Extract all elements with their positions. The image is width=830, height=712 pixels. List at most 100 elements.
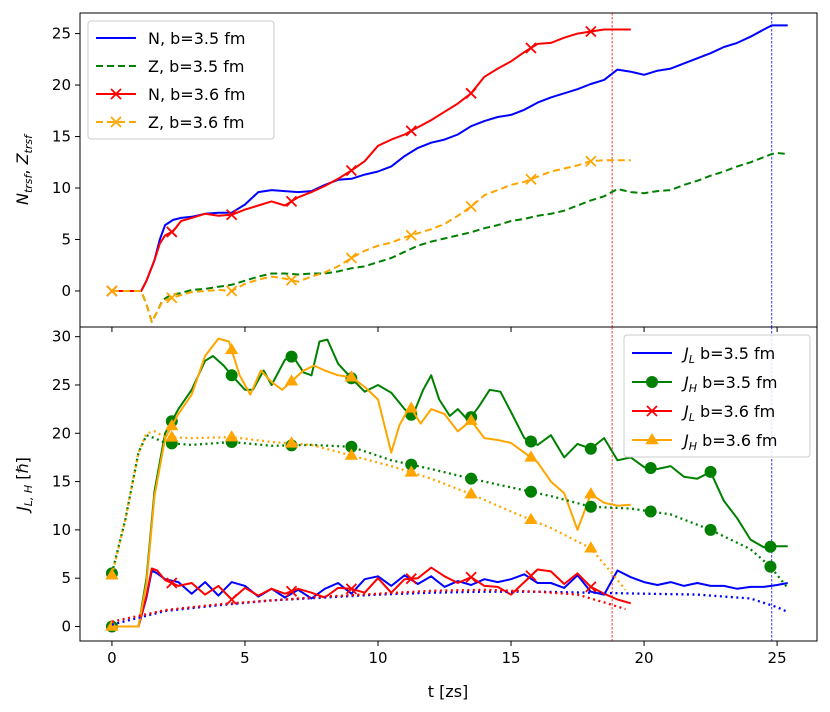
bottom-series-5-line: [111, 588, 626, 623]
bottom-series-2-line: [111, 566, 632, 628]
bottom-series-2-marker-5-stroke-b: [465, 571, 477, 583]
top-legend-label-2: N, b=3.6 fm: [148, 85, 245, 104]
bottom-series-1-marker-2: [225, 369, 238, 382]
top-series-1-line: [111, 152, 788, 323]
xtick-label-5: 5: [240, 649, 250, 667]
top-ytick-label-20: 20: [52, 76, 71, 94]
top-series-3-marker-5-stroke-b: [405, 229, 417, 242]
bottom-series-1-marker-8: [584, 442, 597, 455]
bottom-legend-3-sub: H: [689, 440, 697, 453]
bottom-legend-swatch-marker-1: [646, 376, 658, 388]
bottom-legend-swatch-marker-3: [645, 433, 659, 445]
bottom-series-3-marker-7: [524, 450, 538, 462]
top-series-3-marker-1: [166, 292, 178, 304]
top-series-2-marker-7-stroke-b: [525, 42, 537, 54]
top-series-3-marker-7-stroke-b: [525, 173, 537, 185]
top-ylabel-second-sub: trsf: [22, 133, 35, 154]
bottom-legend-label-3: JH b=3.6 fm: [681, 431, 777, 453]
bottom-legend-0-sub: L: [689, 353, 695, 366]
top-series-2-marker-5-stroke-b: [405, 125, 417, 137]
top-ytick-label-0: 0: [61, 282, 71, 300]
bottom-ytick-label-0: 0: [61, 618, 71, 636]
bottom-plot-frame: [79, 326, 818, 642]
top-series-2-marker-6-stroke-b: [465, 87, 477, 99]
bottom-legend-3-rest: b=3.6 fm: [697, 431, 777, 450]
bottom-legend-swatches: [632, 352, 672, 445]
bottom-series-2-marker-4-stroke-b: [405, 573, 417, 585]
xtick-label-15: 15: [501, 649, 520, 667]
top-series-3-marker-8-stroke-b: [585, 155, 597, 167]
bottom-series-6-marker-7: [524, 485, 537, 498]
bottom-series-3-marker-5: [404, 401, 418, 413]
bottom-legend-1-rest: b=3.5 fm: [697, 373, 777, 392]
bottom-series-3-marker-6: [464, 413, 478, 425]
top-series-3-marker-4-stroke-b: [345, 252, 358, 264]
top-ytick-label-15: 15: [52, 128, 71, 146]
top-series-2-line: [111, 28, 631, 292]
top-legend-swatch-marker-2-stroke-b: [110, 88, 122, 100]
top-series-2-marker-5: [405, 125, 417, 137]
bottom-legend-2-sub: L: [689, 411, 695, 424]
bottom-series-7-marker-3: [284, 436, 299, 448]
top-series-3-marker-0: [106, 285, 118, 297]
bottom-series-2-marker-0-stroke-b: [166, 577, 178, 589]
xtick-label-0: 0: [107, 649, 117, 667]
x-axis-label: t [zs]: [428, 682, 469, 701]
bottom-series-7-marker-1: [165, 430, 179, 442]
bottom-series-6-marker-8: [584, 500, 597, 513]
bottom-series-7-marker-5: [404, 465, 418, 477]
bottom-series-3-marker-8: [584, 487, 598, 499]
bottom-ytick-label-5: 5: [61, 569, 71, 587]
bottom-series-6-marker-6: [465, 472, 478, 485]
top-ylabel-sep: ,: [13, 164, 32, 174]
bottom-y-ticks: 0 5 10 15 20 25 30: [52, 328, 80, 636]
top-series-2-marker-4-stroke-b: [345, 164, 358, 177]
bottom-legend-label-1: JH b=3.5 fm: [681, 373, 777, 395]
bottom-series-2-marker-6-stroke-b: [525, 570, 537, 582]
top-series-group: [106, 24, 788, 323]
bottom-legend-label-2: JL b=3.6 fm: [681, 402, 775, 424]
bottom-series-2-marker-1: [226, 593, 238, 606]
bottom-series-0-line: [111, 569, 788, 628]
bottom-series-6-marker-10: [704, 523, 717, 536]
bottom-series-1-marker-11: [764, 540, 777, 553]
top-series-2-marker-1-stroke-b: [166, 226, 178, 238]
bottom-legend-2-main: J: [681, 402, 689, 421]
bottom-series-2-marker-2-stroke-b: [285, 585, 298, 597]
top-legend-swatch-marker-2: [110, 88, 122, 100]
bottom-series-7-line: [110, 430, 627, 591]
bottom-legend-label-0: JL b=3.5 fm: [681, 344, 775, 366]
top-ylabel-second: Z: [13, 152, 32, 165]
bottom-legend-0-rest: b=3.5 fm: [695, 344, 775, 363]
bottom-series-6-marker-5: [405, 458, 418, 471]
top-series-3-marker-3: [285, 274, 298, 286]
top-series-3-marker-2: [226, 285, 238, 297]
bottom-series-3-marker-1: [165, 419, 179, 431]
bottom-series-2-marker-3: [345, 583, 358, 595]
bottom-series-3-marker-2: [225, 342, 239, 355]
bottom-series-3-line: [111, 337, 631, 628]
top-ylabel-main-sub: trsf: [22, 172, 35, 193]
top-legend-swatch-marker-3-stroke-b: [110, 116, 122, 128]
bottom-series-7-marker-0: [105, 568, 119, 580]
bottom-legend-1-sub: H: [689, 382, 697, 395]
bottom-series-group: [105, 337, 789, 633]
top-series-3-marker-2-stroke-b: [226, 285, 238, 297]
bottom-legend-2-rest: b=3.6 fm: [695, 402, 775, 421]
xtick-label-20: 20: [635, 649, 654, 667]
bottom-ylabel-main: J: [13, 506, 32, 514]
bottom-legend-swatch-marker-2: [646, 405, 658, 417]
bottom-series-2-marker-2: [285, 585, 298, 597]
top-series-2-marker-8: [585, 25, 597, 38]
bottom-legend-box: [623, 334, 811, 458]
top-series-3-marker-3-stroke-b: [285, 274, 298, 286]
bottom-series-2-marker-6: [525, 570, 537, 582]
bottom-series-1-marker-7: [524, 435, 537, 448]
bottom-x-ticks: 0 5 10 15 20 25: [107, 641, 787, 667]
top-y-axis-label: Ntrsf, Ztrsf: [13, 133, 35, 205]
top-series-3-marker-6-stroke-b: [465, 200, 477, 213]
top-series-2-marker-1: [166, 226, 178, 238]
bottom-ytick-label-20: 20: [52, 424, 71, 442]
bottom-series-2-marker-3-stroke-b: [345, 583, 358, 595]
